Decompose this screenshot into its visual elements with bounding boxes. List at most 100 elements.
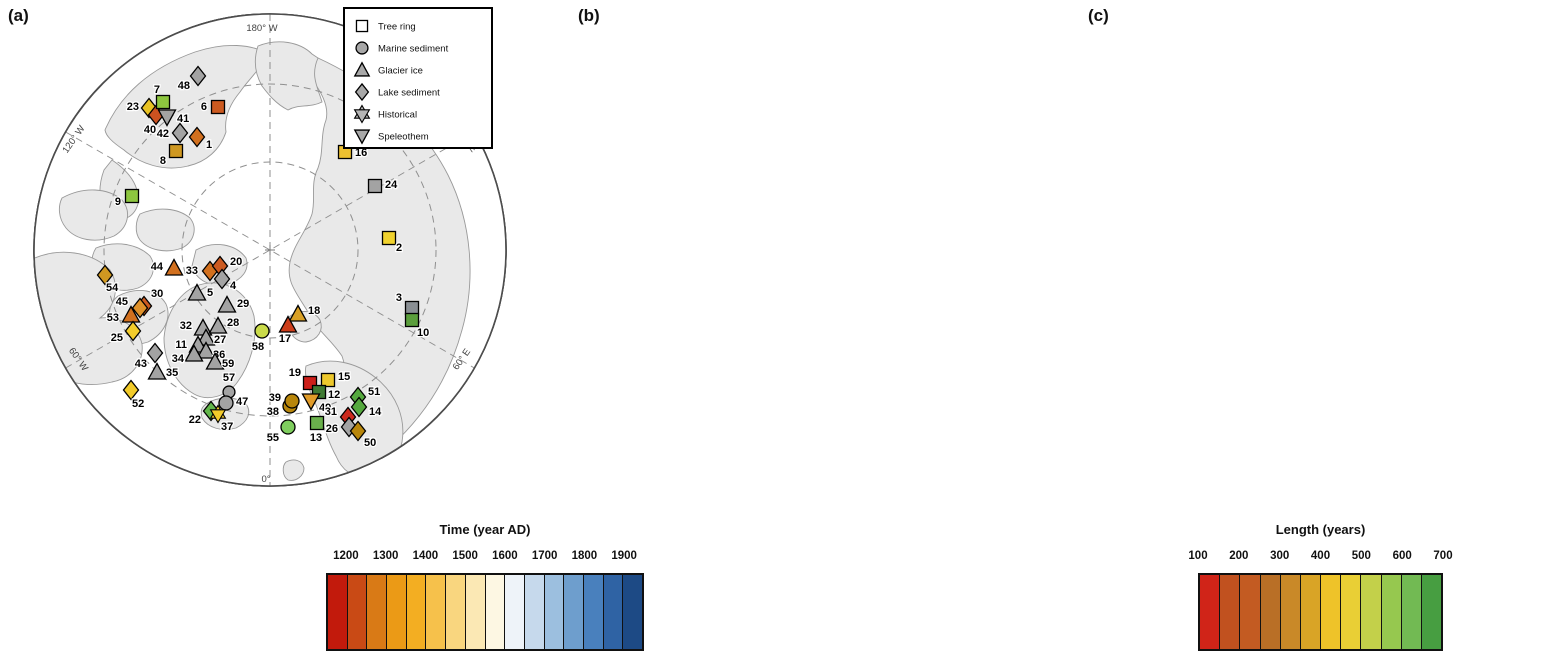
colorbar-segment (504, 575, 524, 649)
site-label: 25 (111, 332, 123, 344)
site-29: 29 (217, 295, 250, 313)
colorbar-tick: 200 (1229, 550, 1249, 562)
site-4: 4 (213, 268, 238, 293)
site-label: 26 (326, 423, 338, 435)
site-43: 43 (134, 342, 164, 371)
site-label: 57 (223, 372, 235, 384)
site-label: 39 (269, 392, 281, 404)
colorbar-segment (1299, 575, 1321, 649)
site-label: 14 (369, 406, 382, 418)
panel-letter-c: (c) (1088, 6, 1109, 25)
colorbar-segment (1400, 575, 1421, 649)
site-label: 31 (325, 406, 337, 418)
site-label: 52 (132, 398, 144, 410)
colorbar-segment (563, 575, 583, 649)
colorbar-segment (405, 575, 426, 649)
site-label: 1 (206, 139, 212, 151)
site-label: 5 (207, 287, 213, 299)
site-49: 49 (301, 393, 332, 415)
site-label: 42 (157, 128, 169, 140)
site-label: 20 (230, 256, 242, 268)
colorbar-tick: 700 (1433, 550, 1453, 562)
site-label: 13 (310, 432, 322, 444)
site-label: 50 (364, 437, 376, 449)
site-37: 37 (209, 404, 234, 434)
site-label: 27 (214, 334, 226, 346)
site-5: 5 (187, 283, 214, 301)
site-label: 28 (227, 317, 239, 329)
site-48: 48 (177, 65, 207, 93)
colorbar-segment (464, 575, 485, 649)
site-label: 8 (160, 155, 166, 167)
colorbar-segment (445, 575, 465, 649)
site-13: 13 (309, 415, 325, 445)
map-legend: Tree ring Marine sediment Glacier ice Lake … (343, 7, 493, 149)
site-27: 27 (196, 328, 227, 347)
colorbar-tick: 400 (1310, 550, 1331, 562)
site-label: 16 (355, 147, 367, 159)
site-35: 35 (147, 362, 179, 380)
colorbar-segment (602, 575, 623, 649)
colorbar-segment (1320, 575, 1341, 649)
site-label: 53 (107, 312, 119, 324)
site-39: 39 (268, 391, 300, 409)
site-label: 23 (127, 101, 139, 113)
site-51: 51 (349, 385, 381, 408)
site-20: 20 (211, 255, 243, 277)
site-label: 24 (385, 179, 398, 191)
colorbar-tick: 1700 (531, 550, 558, 562)
legend-label: Historical (378, 110, 417, 121)
colorbar-segment (523, 575, 544, 649)
colorbar-segment (1200, 575, 1220, 649)
site-42: 42 (156, 122, 189, 144)
site-label: 2 (396, 242, 402, 254)
site-17: 17 (278, 315, 298, 346)
colorbar-segment (386, 575, 406, 649)
site-label: 3 (396, 292, 402, 304)
site-label: 38 (267, 406, 279, 418)
colorbar-segment (425, 575, 446, 649)
site-label: 45 (116, 296, 128, 308)
colorbar-tick: 100 (1188, 550, 1208, 562)
map-border (33, 13, 507, 487)
site-55: 55 (266, 419, 296, 445)
site-label: 10 (417, 327, 429, 339)
legend-label: Marine sediment (378, 44, 449, 55)
colorbar-tick: 1500 (452, 550, 478, 562)
colorbar-segment (1420, 575, 1442, 649)
site-label: 41 (177, 113, 189, 125)
site-1: 1 (188, 126, 213, 152)
site-label: 33 (186, 265, 198, 277)
site-25: 25 (110, 320, 142, 345)
colorbar-tick: 500 (1351, 550, 1371, 562)
site-52: 52 (122, 379, 145, 411)
site-label: 55 (267, 432, 279, 444)
site-59: 59 (205, 352, 235, 371)
legend-label: Lake sediment (378, 88, 440, 99)
site-40: 40 (143, 104, 165, 137)
colorbar-tick: 1300 (372, 550, 399, 562)
site-label: 47 (236, 396, 248, 408)
colorbar-segment (1340, 575, 1361, 649)
time-colorbar-ticks: 1200 1300 1400 1500 1600 1700 1800 1900 (326, 550, 644, 566)
legend-label: Speleothem (378, 132, 429, 143)
site-41: 41 (157, 109, 190, 127)
site-label: 43 (135, 358, 147, 370)
site-6: 6 (200, 100, 226, 114)
site-53: 53 (106, 305, 141, 325)
colorbar-segment (1259, 575, 1280, 649)
length-colorbar-bar (1198, 573, 1443, 651)
site-18: 18 (288, 304, 321, 322)
site-label: 58 (252, 341, 264, 353)
colorbar-segment (1360, 575, 1381, 649)
colorbar-segment (1380, 575, 1401, 649)
site-label: 37 (221, 421, 233, 433)
site-28: 28 (208, 316, 240, 334)
site-label: 6 (201, 101, 207, 113)
site-label: 30 (151, 288, 163, 300)
site-50: 50 (349, 420, 377, 450)
site-label: 29 (237, 298, 249, 310)
site-label: 9 (115, 196, 121, 208)
site-label: 48 (178, 80, 190, 92)
